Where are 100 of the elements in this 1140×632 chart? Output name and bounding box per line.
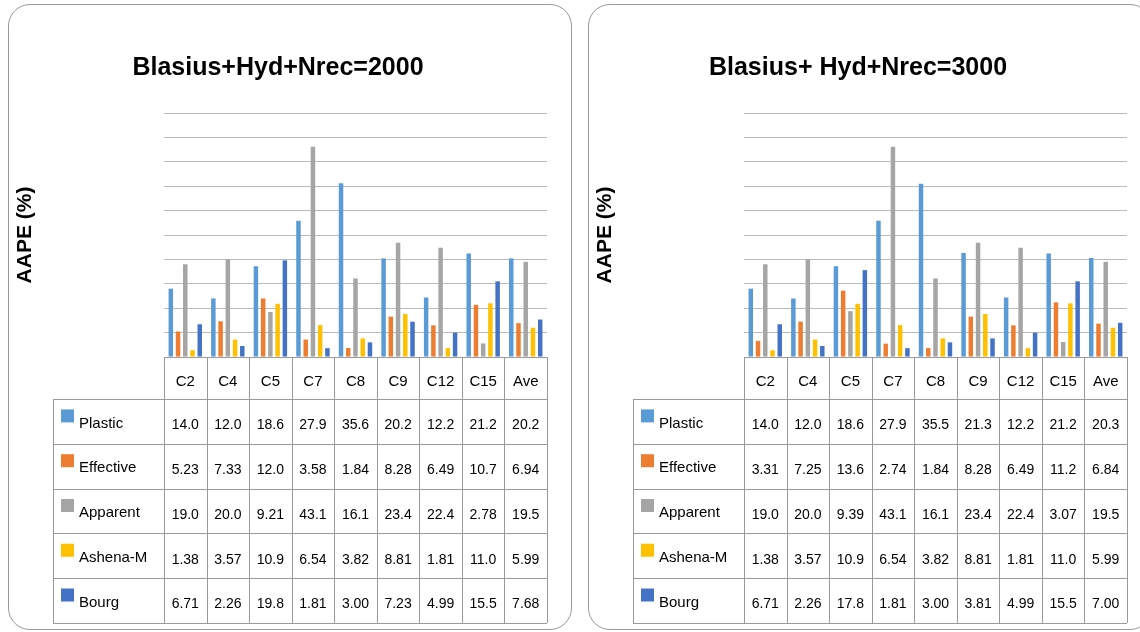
- bar: [509, 258, 514, 357]
- data-label: 6.71: [751, 595, 780, 612]
- data-label: 7.00: [1092, 595, 1120, 612]
- x-tick-label: C5: [840, 372, 860, 390]
- bar: [466, 253, 471, 357]
- data-label: 10.7: [469, 461, 497, 478]
- bar: [983, 314, 988, 357]
- bar: [325, 348, 330, 357]
- legend-label: Effective: [79, 458, 137, 476]
- legend-label: Apparent: [659, 503, 721, 521]
- data-label: 21.2: [1049, 416, 1077, 433]
- bar: [253, 266, 259, 357]
- bar: [1075, 281, 1080, 357]
- bar: [516, 323, 521, 357]
- data-label: 6.94: [512, 461, 540, 478]
- x-tick-label: C15: [469, 372, 497, 390]
- data-label: 15.5: [469, 595, 497, 612]
- bar: [1011, 325, 1016, 357]
- x-tick-label: C12: [1006, 372, 1035, 390]
- data-label: 16.1: [921, 505, 950, 522]
- bar: [445, 348, 451, 357]
- data-label: 10.9: [256, 550, 285, 567]
- bar: [175, 331, 181, 357]
- data-label: 7.68: [512, 595, 540, 612]
- bar: [876, 220, 881, 357]
- data-label: 1.38: [171, 550, 200, 567]
- y-axis-title: AAPE (%): [592, 186, 616, 284]
- data-label: 20.3: [1092, 416, 1120, 433]
- bar: [1046, 253, 1051, 357]
- data-label: 21.2: [469, 416, 497, 433]
- data-label: 12.2: [1006, 416, 1035, 433]
- bar: [495, 281, 500, 357]
- bar: [820, 345, 825, 357]
- bar: [798, 321, 803, 357]
- x-tick-label: C9: [388, 372, 408, 390]
- data-label: 6.54: [299, 550, 327, 567]
- bar: [296, 220, 301, 357]
- data-label: 19.0: [171, 505, 200, 522]
- data-label: 11.0: [1050, 550, 1077, 567]
- x-tick-label: C2: [175, 372, 195, 390]
- legend-label: Bourg: [79, 592, 120, 610]
- bar: [431, 325, 436, 357]
- data-label: 1.84: [921, 461, 950, 478]
- chart-title: Blasius+ Hyd+Nrec=3000: [708, 51, 1008, 80]
- bar: [1068, 303, 1073, 357]
- data-label: 8.28: [964, 461, 992, 478]
- bar: [940, 338, 945, 357]
- data-label: 35.6: [341, 416, 370, 433]
- bar: [777, 324, 782, 357]
- legend-label: Apparent: [79, 503, 141, 521]
- data-label: 21.3: [964, 416, 992, 433]
- bar: [452, 332, 458, 357]
- data-label: 20.0: [214, 505, 242, 522]
- bar: [1053, 302, 1059, 357]
- bar: [488, 303, 493, 357]
- data-label: 5.99: [1092, 550, 1120, 567]
- data-label: 22.4: [1006, 505, 1035, 522]
- bar: [197, 324, 202, 357]
- data-label: 14.0: [751, 416, 780, 433]
- data-label: 6.71: [171, 595, 200, 612]
- data-label: 1.81: [1006, 550, 1035, 567]
- data-label: 7.23: [384, 595, 412, 612]
- bar: [410, 321, 415, 357]
- legend-label: Plastic: [79, 413, 124, 431]
- data-label: 3.07: [1049, 505, 1077, 522]
- bar: [317, 325, 323, 357]
- data-label: 3.58: [299, 461, 327, 478]
- data-label: 2.26: [214, 595, 242, 612]
- bar: [883, 343, 888, 357]
- legend-label: Ashena-M: [79, 547, 148, 565]
- data-label: 43.1: [879, 505, 907, 522]
- bar: [770, 350, 775, 357]
- data-label: 23.4: [384, 505, 412, 522]
- data-label: 3.31: [751, 461, 780, 478]
- bar: [1096, 323, 1101, 357]
- data-label: 3.00: [921, 595, 950, 612]
- data-label: 43.1: [299, 505, 327, 522]
- bar: [360, 338, 365, 357]
- data-label: 18.6: [836, 416, 865, 433]
- bar: [240, 345, 245, 357]
- bar: [926, 348, 931, 357]
- data-label: 20.2: [384, 416, 412, 433]
- data-label: 16.1: [341, 505, 370, 522]
- bar: [905, 348, 910, 357]
- bar: [990, 338, 995, 357]
- data-label: 1.81: [879, 595, 907, 612]
- data-label: 7.33: [214, 461, 242, 478]
- bar: [190, 350, 195, 357]
- data-label: 15.5: [1049, 595, 1077, 612]
- bar: [833, 266, 839, 357]
- data-label: 35.5: [921, 416, 950, 433]
- x-tick-label: Ave: [512, 372, 539, 390]
- bar: [303, 339, 308, 357]
- bar: [530, 327, 536, 357]
- data-label: 10.9: [836, 550, 865, 567]
- data-label: 4.99: [426, 595, 455, 612]
- data-label: 11.2: [1050, 461, 1077, 478]
- bar: [367, 342, 373, 357]
- bar: [1032, 332, 1038, 357]
- data-label: 1.81: [426, 550, 455, 567]
